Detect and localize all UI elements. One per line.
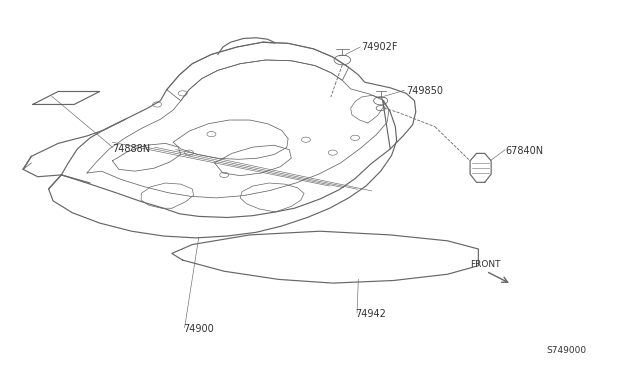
Text: FRONT: FRONT [470,260,500,269]
Text: 74942: 74942 [355,309,386,319]
Text: 74900: 74900 [182,324,214,334]
Text: 74888N: 74888N [113,144,150,154]
Text: 74902F: 74902F [362,42,398,52]
Text: 749850: 749850 [406,87,444,96]
Text: S749000: S749000 [547,346,587,355]
Text: 67840N: 67840N [505,146,543,156]
